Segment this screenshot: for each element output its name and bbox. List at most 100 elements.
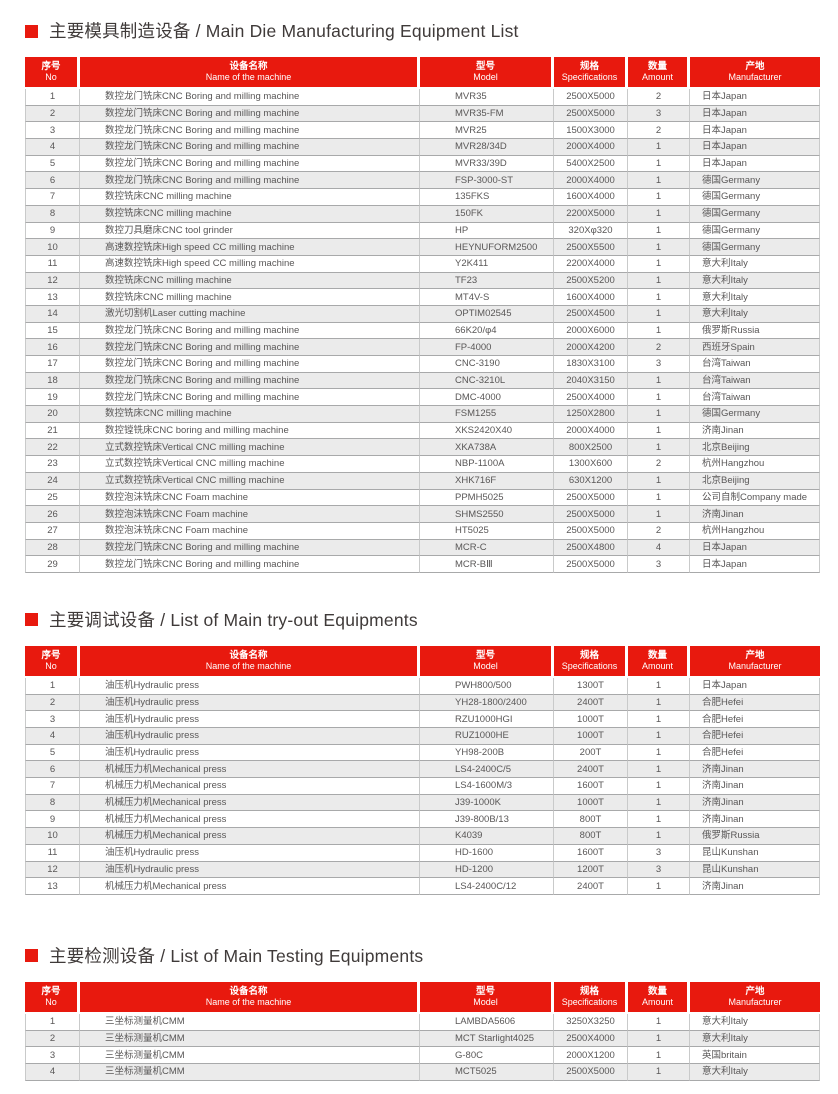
table-row: 17 数控龙门铣床CNC Boring and milling machine CN…: [25, 356, 820, 373]
column-header-zh: 序号: [41, 985, 61, 997]
cell-specs: 2500X4500: [554, 305, 628, 323]
column-header-zh: 型号: [475, 61, 495, 72]
cell-name: 油压机Hydraulic press: [80, 711, 420, 728]
cell-manufacturer: 北京Beijing: [690, 439, 820, 457]
cell-no: 8: [25, 794, 80, 812]
cell-specs: 2200X5000: [554, 205, 628, 223]
column-header-zh: 序号: [41, 61, 61, 72]
cell-no: 4: [25, 1063, 80, 1081]
table-row: 18 数控龙门铣床CNC Boring and milling machine CN…: [25, 372, 820, 390]
column-header-zh: 序号: [41, 649, 61, 661]
cell-manufacturer: 日本Japan: [690, 105, 820, 123]
cell-manufacturer: 日本Japan: [690, 677, 820, 695]
cell-name: 数控龙门铣床CNC Boring and milling machine: [80, 105, 420, 123]
table-row: 11 油压机Hydraulic press HD-1600 1600T 3 昆山Kunsh…: [25, 844, 820, 862]
cell-specs: 1250X2800: [554, 406, 628, 423]
cell-model: CNC-3190: [420, 356, 554, 373]
cell-name: 油压机Hydraulic press: [80, 844, 420, 862]
table-row: 3 三坐标测量机CMM G-80C 2000X1200 1 英国britain: [25, 1047, 820, 1064]
cell-no: 9: [25, 811, 80, 829]
cell-model: DMC-4000: [420, 389, 554, 407]
cell-no: 4: [25, 139, 80, 156]
cell-amount: 1: [628, 172, 690, 190]
cell-no: 29: [25, 556, 80, 573]
cell-name: 数控铣床CNC milling machine: [80, 272, 420, 290]
cell-amount: 1: [628, 205, 690, 223]
equipment-table: 序号 No 设备名称 Name of the machine 型号 Model 规格 Spec…: [25, 645, 820, 895]
column-header-manufacturer: 产地 Manufacturer: [690, 981, 820, 1014]
column-header-en: Name of the machine: [205, 996, 292, 1007]
cell-specs: 2500X4800: [554, 539, 628, 557]
cell-model: K4039: [420, 828, 554, 845]
cell-name: 机械压力机Mechanical press: [80, 778, 420, 795]
cell-no: 2: [25, 694, 80, 712]
column-header-en: Name of the machine: [205, 72, 292, 82]
cell-amount: 1: [628, 794, 690, 812]
cell-specs: 2000X1200: [554, 1047, 628, 1064]
cell-amount: 3: [628, 105, 690, 123]
cell-specs: 2500X5000: [554, 522, 628, 540]
cell-no: 12: [25, 272, 80, 290]
cell-model: 66K20/φ4: [420, 322, 554, 340]
cell-specs: 200T: [554, 744, 628, 762]
cell-name: 数控龙门铣床CNC Boring and milling machine: [80, 139, 420, 156]
cell-amount: 1: [628, 222, 690, 240]
cell-manufacturer: 意大利Italy: [690, 289, 820, 306]
table-row: 28 数控龙门铣床CNC Boring and milling machine MC…: [25, 539, 820, 557]
cell-manufacturer: 意大利Italy: [690, 1030, 820, 1048]
cell-specs: 800T: [554, 811, 628, 829]
cell-model: MCR-BⅢ: [420, 556, 554, 573]
table-row: 6 数控龙门铣床CNC Boring and milling machine FSP…: [25, 172, 820, 190]
column-header-en: Specifications: [561, 660, 618, 671]
cell-amount: 1: [628, 439, 690, 457]
cell-name: 油压机Hydraulic press: [80, 861, 420, 879]
cell-model: J39-800B/13: [420, 811, 554, 829]
section-title-text: 主要调试设备 / List of Main try-out Equipments: [49, 609, 418, 630]
cell-amount: 1: [628, 155, 690, 173]
column-header-name: 设备名称 Name of the machine: [80, 57, 420, 89]
cell-amount: 1: [628, 239, 690, 256]
table-row: 8 数控铣床CNC milling machine 150FK 2200X5000 1 德…: [25, 205, 820, 223]
cell-specs: 2500X5000: [554, 105, 628, 123]
column-header-en: Specifications: [561, 72, 618, 82]
cell-no: 20: [25, 406, 80, 423]
cell-name: 高速数控铣床High speed CC milling machine: [80, 239, 420, 256]
cell-no: 6: [25, 761, 80, 779]
cell-no: 28: [25, 539, 80, 557]
cell-name: 数控铣床CNC milling machine: [80, 205, 420, 223]
column-header-en: Amount: [641, 996, 674, 1007]
cell-model: MCT Starlight4025: [420, 1030, 554, 1048]
cell-specs: 5400X2500: [554, 155, 628, 173]
section-title: 主要检测设备 / List of Main Testing Equipments: [25, 895, 820, 967]
equipment-table: 序号 No 设备名称 Name of the machine 型号 Model 规格 Spec…: [25, 981, 820, 1081]
cell-no: 7: [25, 778, 80, 795]
cell-model: XKS2420X40: [420, 422, 554, 440]
column-header-no: 序号 No: [25, 981, 80, 1014]
cell-no: 11: [25, 255, 80, 273]
cell-no: 2: [25, 105, 80, 123]
table-row: 19 数控龙门铣床CNC Boring and milling machine DM…: [25, 389, 820, 407]
cell-amount: 1: [628, 1047, 690, 1064]
cell-model: PWH800/500: [420, 677, 554, 695]
cell-specs: 2000X4000: [554, 172, 628, 190]
column-header-en: Amount: [641, 660, 674, 671]
cell-no: 6: [25, 172, 80, 190]
cell-specs: 1600X4000: [554, 189, 628, 206]
column-header-zh: 规格: [579, 985, 599, 997]
column-header-en: Model: [473, 996, 498, 1007]
cell-name: 数控龙门铣床CNC Boring and milling machine: [80, 322, 420, 340]
cell-specs: 1600T: [554, 778, 628, 795]
cell-amount: 1: [628, 305, 690, 323]
table-row: 25 数控泡沫铣床CNC Foam machine PPMH5025 2500X500…: [25, 489, 820, 507]
cell-specs: 630X1200: [554, 472, 628, 490]
cell-model: CNC-3210L: [420, 372, 554, 390]
cell-manufacturer: 意大利Italy: [690, 272, 820, 290]
cell-no: 18: [25, 372, 80, 390]
cell-amount: 1: [628, 677, 690, 695]
cell-model: HD-1200: [420, 861, 554, 879]
column-header-amount: 数量 Amount: [628, 981, 690, 1014]
cell-name: 数控龙门铣床CNC Boring and milling machine: [80, 155, 420, 173]
cell-no: 17: [25, 356, 80, 373]
table-body: 1 三坐标测量机CMM LAMBDA5606 3250X3250 1 意大利Italy 2 三…: [25, 1013, 820, 1081]
